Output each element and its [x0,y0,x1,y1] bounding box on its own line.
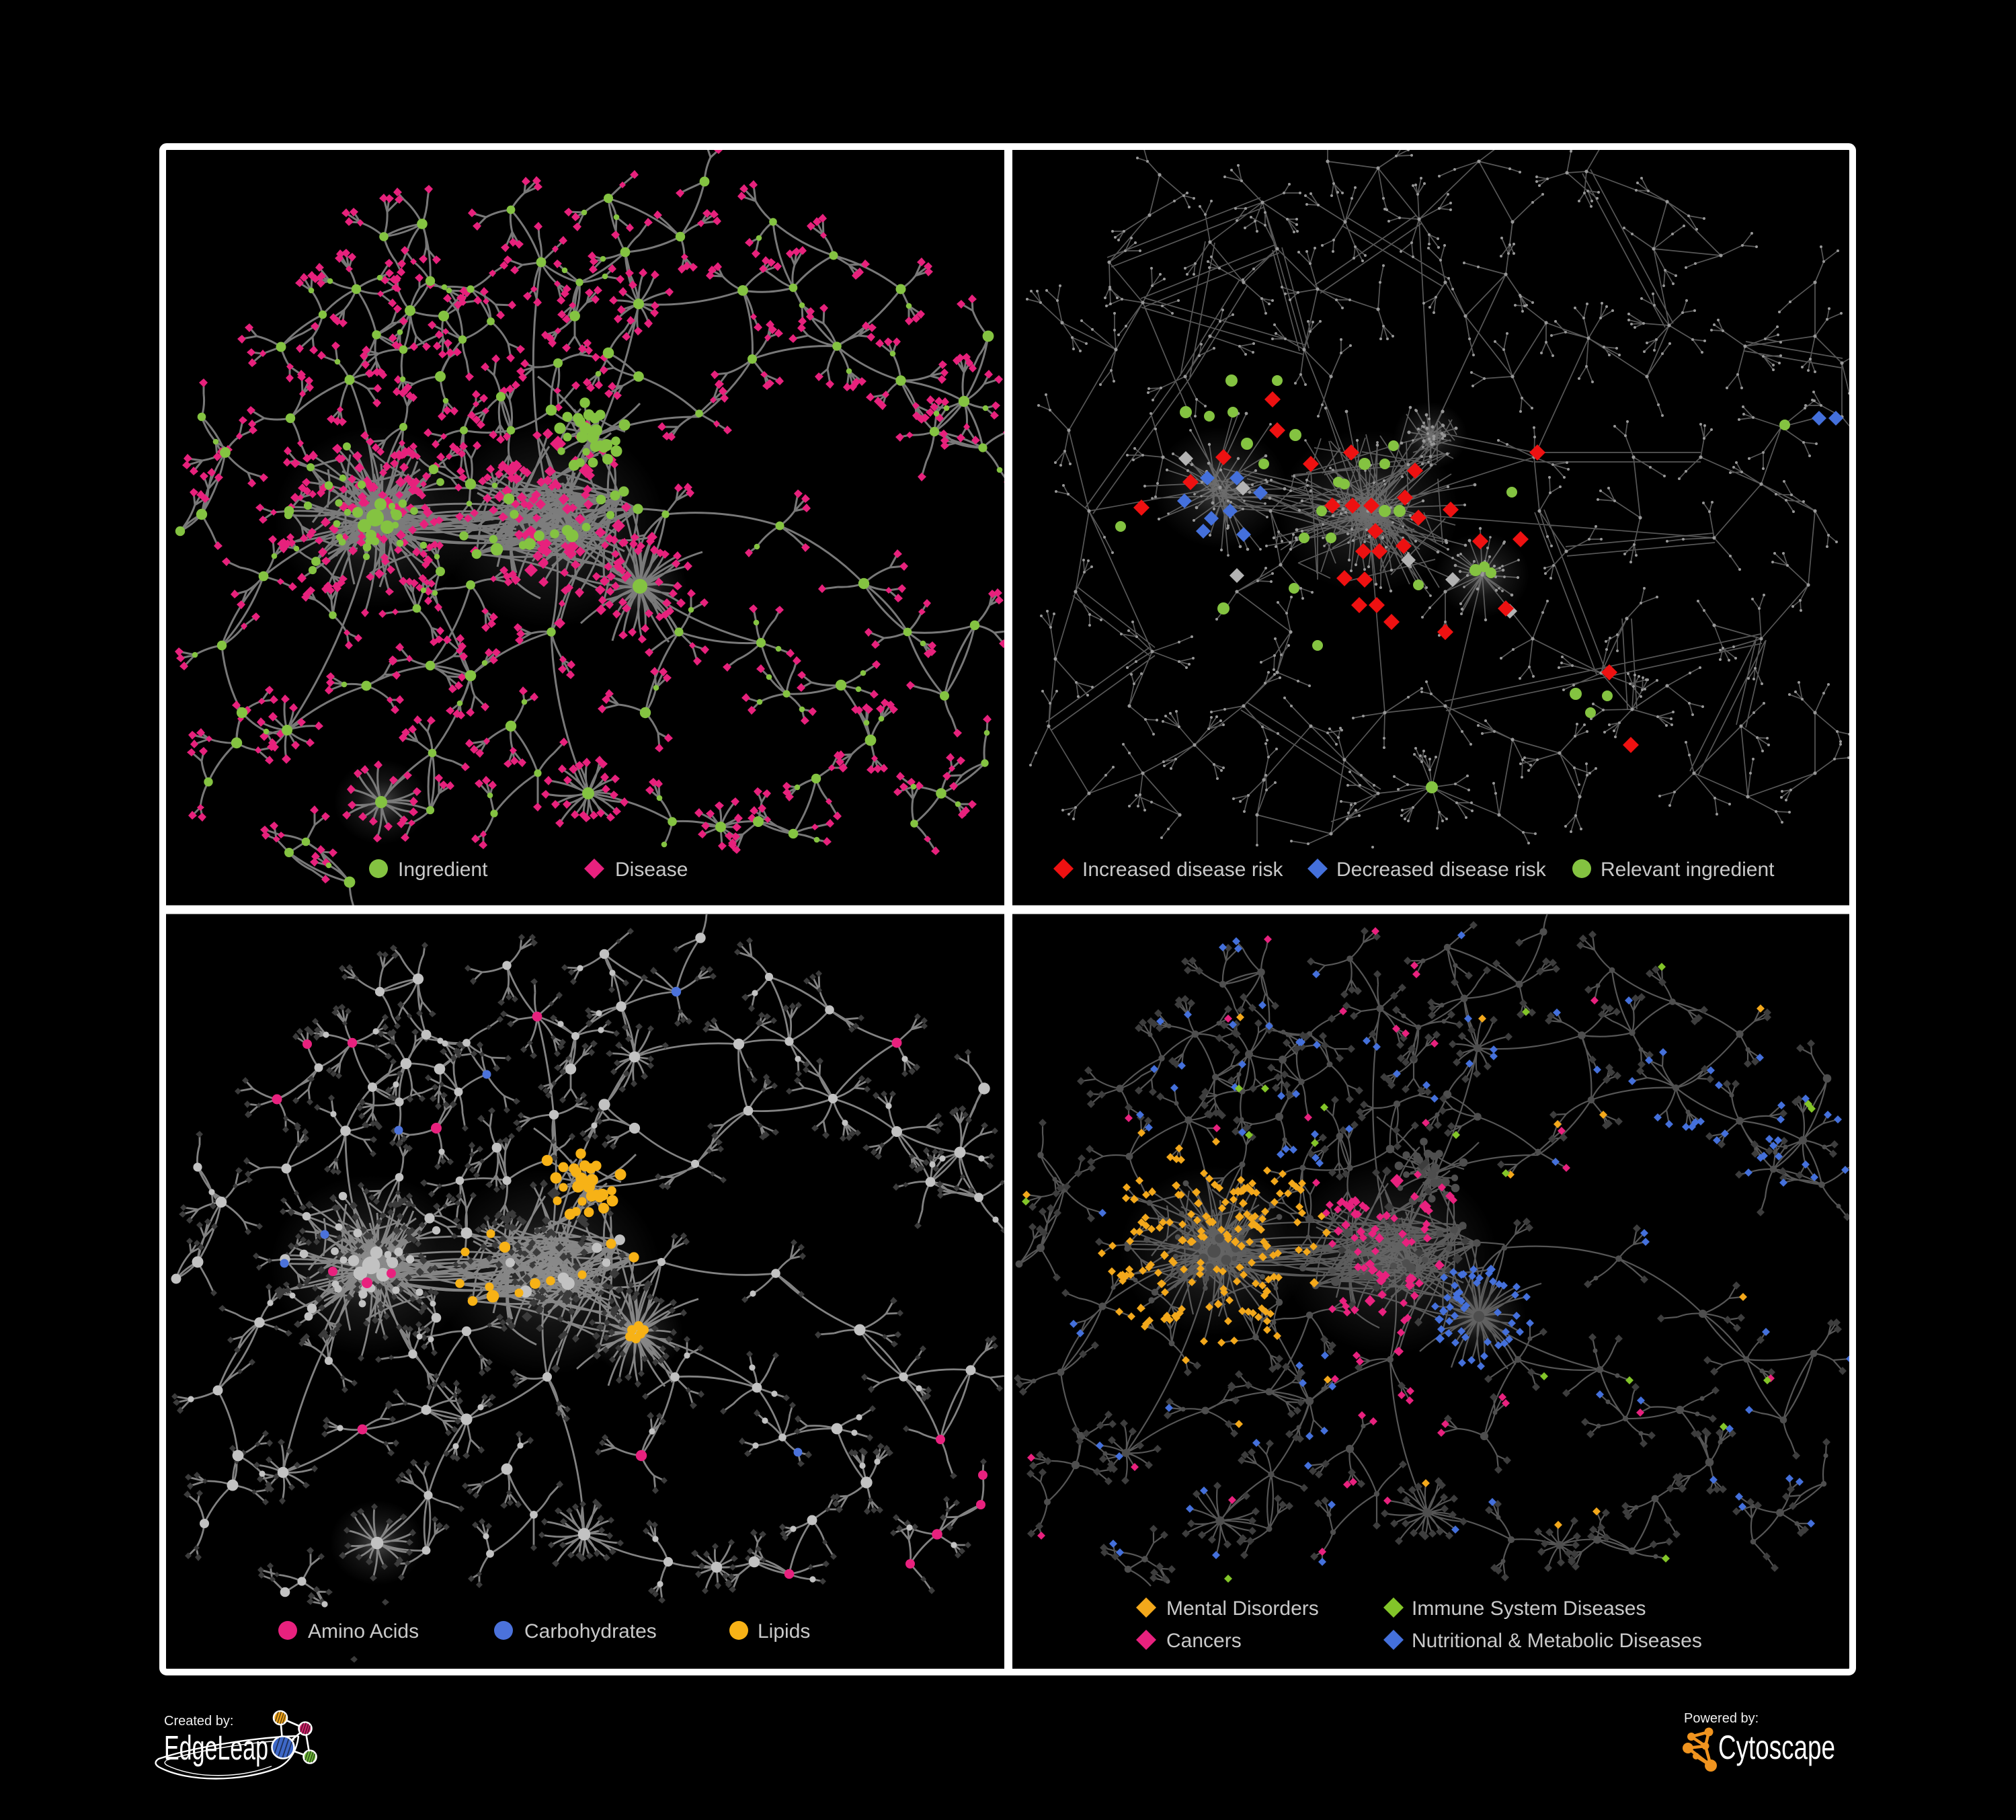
svg-text:Relevant ingredient: Relevant ingredient [1601,859,1775,881]
svg-text:Mental Disorders: Mental Disorders [1166,1597,1319,1620]
svg-text:Powered by:: Powered by: [1684,1711,1759,1726]
svg-text:Carbohydrates: Carbohydrates [524,1620,657,1643]
svg-text:Decreased disease risk: Decreased disease risk [1336,859,1547,881]
svg-text:Created by:: Created by: [164,1714,233,1729]
svg-text:Disease: Disease [615,859,688,881]
svg-text:Increased disease risk: Increased disease risk [1082,859,1283,881]
svg-text:Amino Acids: Amino Acids [308,1620,419,1643]
svg-text:Cytoscape: Cytoscape [1718,1729,1835,1766]
svg-text:Lipids: Lipids [758,1620,810,1643]
svg-text:Immune System Diseases: Immune System Diseases [1412,1597,1646,1620]
svg-text:Nutritional & Metabolic Diseas: Nutritional & Metabolic Diseases [1412,1630,1702,1652]
svg-text:Cancers: Cancers [1166,1630,1242,1652]
svg-text:EdgeLeap: EdgeLeap [164,1729,268,1767]
svg-text:Ingredient: Ingredient [398,859,488,881]
